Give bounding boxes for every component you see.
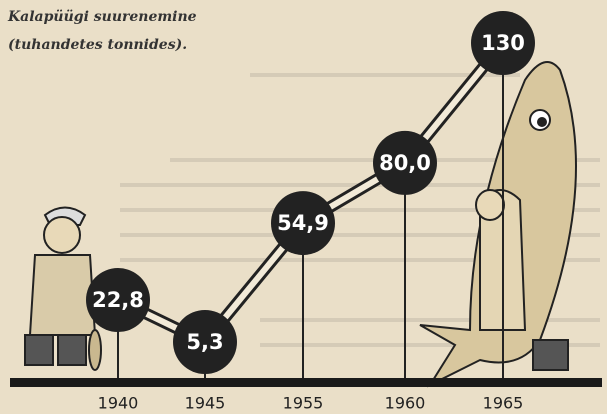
value-label: 80,0 xyxy=(379,151,431,175)
point xyxy=(471,11,535,75)
fisherman-illustration xyxy=(24,206,102,371)
chart-title: (tuhandetes tonnides). xyxy=(8,37,187,53)
x-tick-label: 1945 xyxy=(185,394,226,413)
point xyxy=(373,130,437,195)
value-label: 5,3 xyxy=(186,330,223,354)
value-label: 130 xyxy=(481,31,525,55)
value-label: 22,8 xyxy=(92,288,144,312)
x-tick-label: 1960 xyxy=(385,394,426,413)
x-tick-label: 1940 xyxy=(98,394,139,413)
x-tick-label: 1965 xyxy=(483,394,524,413)
point xyxy=(271,191,335,256)
value-label: 54,9 xyxy=(277,211,329,235)
x-tick-label: 1955 xyxy=(283,394,324,413)
point xyxy=(173,310,237,374)
baseline xyxy=(10,378,602,387)
chart-title: Kalapüügi suurenemine xyxy=(7,9,197,25)
point xyxy=(86,268,150,333)
